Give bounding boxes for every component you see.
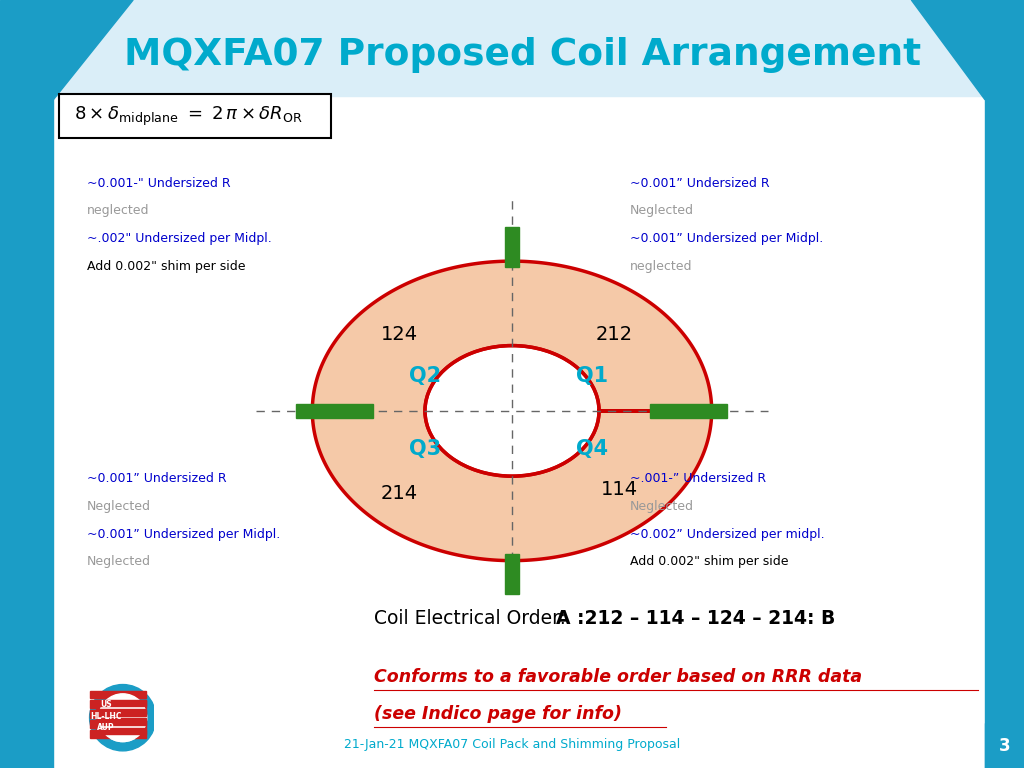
Text: Neglected: Neglected [87,555,152,568]
Text: ~.002" Undersized per Midpl.: ~.002" Undersized per Midpl. [87,232,271,245]
Bar [53,0,985,96]
Text: Coil Electrical Order:: Coil Electrical Order: [374,609,571,627]
Text: Q4: Q4 [575,439,608,459]
Text: Q3: Q3 [409,439,441,459]
Text: neglected: neglected [87,204,150,217]
FancyBboxPatch shape [59,94,331,138]
Text: ~0.001” Undersized R: ~0.001” Undersized R [87,472,226,485]
Bar [650,404,727,418]
Bar [506,554,518,594]
Text: neglected: neglected [630,260,692,273]
Polygon shape [53,0,133,100]
Polygon shape [312,261,712,561]
Bar [506,227,518,267]
Text: Neglected: Neglected [630,500,694,513]
Bar [0,0,53,768]
Text: ~0.001-" Undersized R: ~0.001-" Undersized R [87,177,230,190]
Text: Conforms to a favorable order based on RRR data: Conforms to a favorable order based on R… [374,668,862,686]
Text: ~.001-” Undersized R: ~.001-” Undersized R [630,472,766,485]
Bar [985,723,1024,768]
Text: ~0.001” Undersized per Midpl.: ~0.001” Undersized per Midpl. [87,528,281,541]
Bar [985,0,1024,768]
Text: Add 0.002" shim per side: Add 0.002" shim per side [87,260,246,273]
Text: $8 \times \delta_{\rm midplane}\ =\ 2\,\pi \times \delta R_{\rm OR}$: $8 \times \delta_{\rm midplane}\ =\ 2\,\… [74,104,302,127]
Text: ~0.002” Undersized per midpl.: ~0.002” Undersized per midpl. [630,528,824,541]
Text: 124: 124 [381,325,418,343]
Text: 3: 3 [998,737,1011,755]
Text: Q1: Q1 [575,366,608,386]
Text: Neglected: Neglected [630,204,694,217]
Text: 212: 212 [596,325,633,343]
Text: Add 0.002" shim per side: Add 0.002" shim per side [630,555,788,568]
Bar [296,404,373,418]
Text: MQXFA07 Proposed Coil Arrangement: MQXFA07 Proposed Coil Arrangement [124,38,921,73]
Text: (see Indico page for info): (see Indico page for info) [374,705,622,723]
Polygon shape [911,0,985,100]
Text: 114: 114 [601,481,638,499]
Text: ~0.001” Undersized per Midpl.: ~0.001” Undersized per Midpl. [630,232,823,245]
Text: Q2: Q2 [409,366,441,386]
Text: Neglected: Neglected [87,500,152,513]
Text: 214: 214 [381,484,418,502]
Text: A :212 – 114 – 124 – 214: B: A :212 – 114 – 124 – 214: B [556,609,836,627]
Text: 21-Jan-21 MQXFA07 Coil Pack and Shimming Proposal: 21-Jan-21 MQXFA07 Coil Pack and Shimming… [344,739,680,751]
Text: ~0.001” Undersized R: ~0.001” Undersized R [630,177,769,190]
